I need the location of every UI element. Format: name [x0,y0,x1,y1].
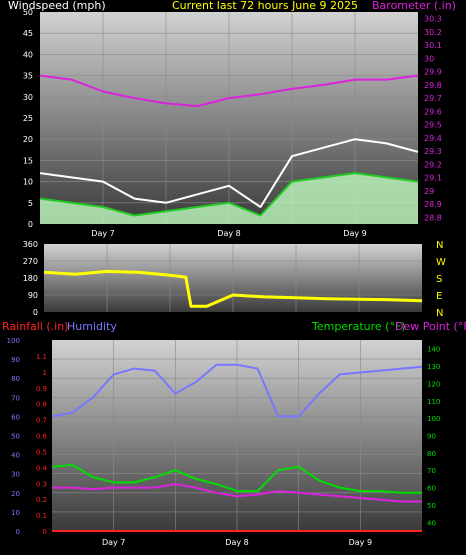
temperature-tick-label: 80 [427,450,436,458]
chart-title: Current last 72 hours June 9 2025 [172,0,358,12]
wind-direction-line [43,269,423,308]
wind-gust-line [39,138,419,208]
humidity-tick-label: 50 [11,433,20,441]
barometer-tick-label: 29.2 [424,160,442,169]
humidity-tick-label: 90 [11,356,20,364]
wind-tick-label: 15 [23,156,33,165]
rainfall-label: Rainfall (.in) [2,320,69,333]
rainfall-tick-label: 0.4 [36,464,48,472]
temperature-tick-label: 130 [427,363,440,371]
temperature-tick-label: 40 [427,519,436,527]
barometer-tick-label: 30.3 [424,15,442,24]
barometer-tick-label: 29 [424,187,434,196]
rainfall-tick-label: 1 [43,369,47,377]
temperature-label: Temperature (°F) [311,320,406,333]
barometer-tick-label: 29.8 [424,81,442,90]
wind-tick-label: 35 [23,72,33,81]
wind-tick-label: 50 [23,8,33,17]
compass-label: N [436,308,443,319]
humidity-tick-label: 20 [11,490,20,498]
temperature-tick-label: 70 [427,467,436,475]
barometer-tick-label: 29.7 [424,94,442,103]
humidity-tick-label: 70 [11,394,20,402]
rainfall-tick-label: 0.7 [36,417,47,425]
barometer-label: Barometer (.in) [372,0,456,12]
compass-label: E [436,291,442,302]
humidity-label: Humidity [67,320,117,333]
compass-label: N [436,240,443,251]
day-label: Day 9 [349,538,372,547]
dewpoint-line [52,483,422,503]
temperature-line [51,464,422,494]
temperature-tick-label: 120 [427,380,440,388]
barometer-tick-label: 28.8 [424,213,442,222]
humidity-tick-label: 80 [11,375,20,383]
rainfall-tick-label: 0.9 [36,385,47,393]
humidity-tick-label: 10 [11,509,20,517]
wind-tick-label: 0 [28,220,33,229]
wind-tick-label: 20 [23,135,33,144]
rainfall-tick-label: 1.1 [36,353,47,361]
day-label: Day 7 [91,229,114,238]
rainfall-tick-label: 0.1 [36,512,47,520]
rainfall-tick-label: 0.6 [36,433,48,441]
wind-tick-label: 10 [23,178,33,187]
wind-average-fill [40,173,418,224]
barometer-tick-label: 29.1 [424,174,442,183]
barometer-tick-label: 29.6 [424,107,442,116]
temperature-tick-label: 140 [427,346,440,354]
barometer-tick-label: 29.9 [424,68,442,77]
temperature-tick-label: 50 [427,502,436,510]
wind-tick-label: 25 [23,114,33,123]
barometer-tick-label: 30 [424,54,434,63]
direction-tick-label: 0 [33,308,38,317]
rainfall-tick-label: 0 [43,528,47,536]
day-label: Day 8 [217,229,240,238]
day-label: Day 8 [225,538,248,547]
day-label: Day 9 [343,229,366,238]
temperature-tick-label: 60 [427,485,436,493]
humidity-tick-label: 40 [11,452,20,460]
barometer-tick-label: 28.9 [424,200,442,209]
humidity-tick-label: 0 [16,528,20,536]
windspeed-label: Windspeed (mph) [8,0,106,12]
humidity-tick-label: 30 [11,471,20,479]
rainfall-tick-label: 0.3 [36,480,47,488]
wind-tick-label: 5 [28,199,33,208]
humidity-tick-label: 60 [11,413,20,421]
wind-tick-label: 40 [23,50,33,59]
temperature-tick-label: 100 [427,415,440,423]
humidity-line [51,363,423,418]
direction-tick-label: 90 [28,291,38,300]
wind-tick-label: 45 [23,29,33,38]
barometer-tick-label: 30.1 [424,41,442,50]
compass-label: S [436,274,442,285]
barometer-tick-label: 30.2 [424,28,442,37]
wind-average-line [39,172,419,217]
day-label: Day 7 [102,538,125,547]
barometer-line [39,74,419,108]
rainfall-tick-label: 0.8 [36,401,47,409]
dewpoint-label: Dew Point (°F) [395,320,466,333]
temperature-tick-label: 90 [427,433,436,441]
barometer-tick-label: 29.5 [424,121,442,130]
compass-label: W [436,257,446,268]
direction-tick-label: 360 [23,240,38,249]
temperature-tick-label: 110 [427,398,440,406]
humidity-tick-label: 100 [7,337,20,345]
direction-tick-label: 180 [23,274,38,283]
wind-tick-label: 30 [23,93,33,102]
barometer-tick-label: 29.4 [424,134,442,143]
rainfall-tick-label: 0.2 [36,496,47,504]
rainfall-tick-label: 0.5 [36,448,47,456]
barometer-tick-label: 29.3 [424,147,442,156]
direction-tick-label: 270 [23,257,38,266]
